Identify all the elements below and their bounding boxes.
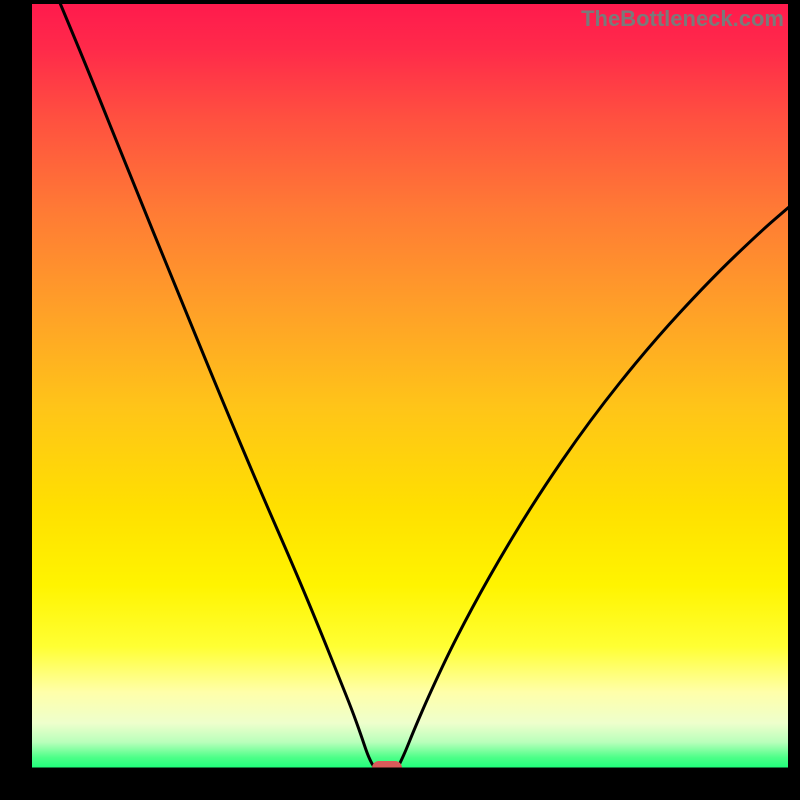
chart-container: TheBottleneck.com — [0, 0, 800, 800]
bottleneck-chart — [0, 0, 800, 800]
watermark-text: TheBottleneck.com — [581, 6, 784, 32]
plot-gradient-background — [31, 3, 789, 769]
